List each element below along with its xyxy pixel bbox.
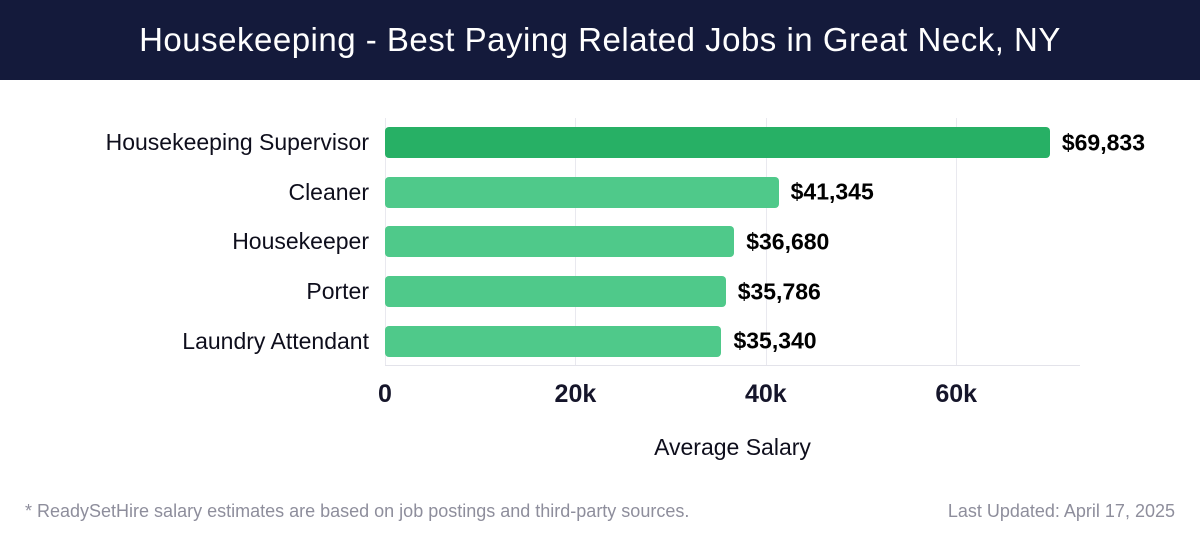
category-label: Cleaner — [288, 178, 369, 205]
bar-value-label: $69,833 — [1061, 129, 1145, 156]
bar-row: Porter $35,786 — [0, 276, 1200, 308]
bar-track: $36,680 — [385, 226, 1080, 258]
bar-rows: Housekeeping Supervisor $69,833 Cleaner $41… — [0, 118, 1200, 366]
last-updated: Last Updated: April 17, 2025 — [947, 501, 1175, 521]
footer: * ReadySetHire salary estimates are base… — [25, 501, 1175, 522]
category-label: Housekeeping Supervisor — [105, 129, 369, 156]
category-label: Porter — [306, 278, 369, 305]
page-title: Housekeeping - Best Paying Related Jobs … — [139, 21, 1061, 58]
bar-track: $35,786 — [385, 276, 1080, 308]
bar — [385, 176, 779, 208]
x-tick-label: 20k — [554, 380, 597, 408]
bar-track: $41,345 — [385, 176, 1080, 208]
bar-track: $69,833 — [385, 127, 1145, 159]
bar-row: Housekeeper $36,680 — [0, 226, 1200, 258]
bar-value-label: $35,340 — [733, 327, 817, 354]
category-label: Housekeeper — [232, 228, 369, 255]
bar-track: $35,340 — [385, 325, 1080, 357]
category-label: Laundry Attendant — [182, 327, 369, 354]
bar — [385, 226, 735, 258]
x-tick-label: 60k — [935, 380, 978, 408]
x-tick-label: 40k — [744, 380, 787, 408]
bar-chart: Housekeeping Supervisor $69,833 Cleaner $41… — [0, 118, 1200, 366]
bar-row: Laundry Attendant $35,340 — [0, 325, 1200, 357]
bar-row: Cleaner $41,345 — [0, 176, 1200, 208]
x-axis-title: Average Salary — [654, 434, 811, 460]
bar-value-label: $36,680 — [746, 228, 830, 255]
bar — [385, 325, 722, 357]
bar-value-label: $41,345 — [790, 178, 874, 205]
gridline — [765, 118, 767, 365]
bar-row: Housekeeping Supervisor $69,833 — [0, 127, 1200, 159]
x-axis-ticks: 0 20k 40k 60k — [378, 380, 1080, 412]
title-banner: Housekeeping - Best Paying Related Jobs … — [0, 0, 1200, 80]
bar — [385, 127, 1050, 159]
x-tick-label: 0 — [378, 380, 392, 408]
bar — [385, 276, 726, 308]
footnote: * ReadySetHire salary estimates are base… — [25, 501, 690, 521]
bar-value-label: $35,786 — [737, 278, 821, 305]
gridline — [956, 118, 958, 365]
